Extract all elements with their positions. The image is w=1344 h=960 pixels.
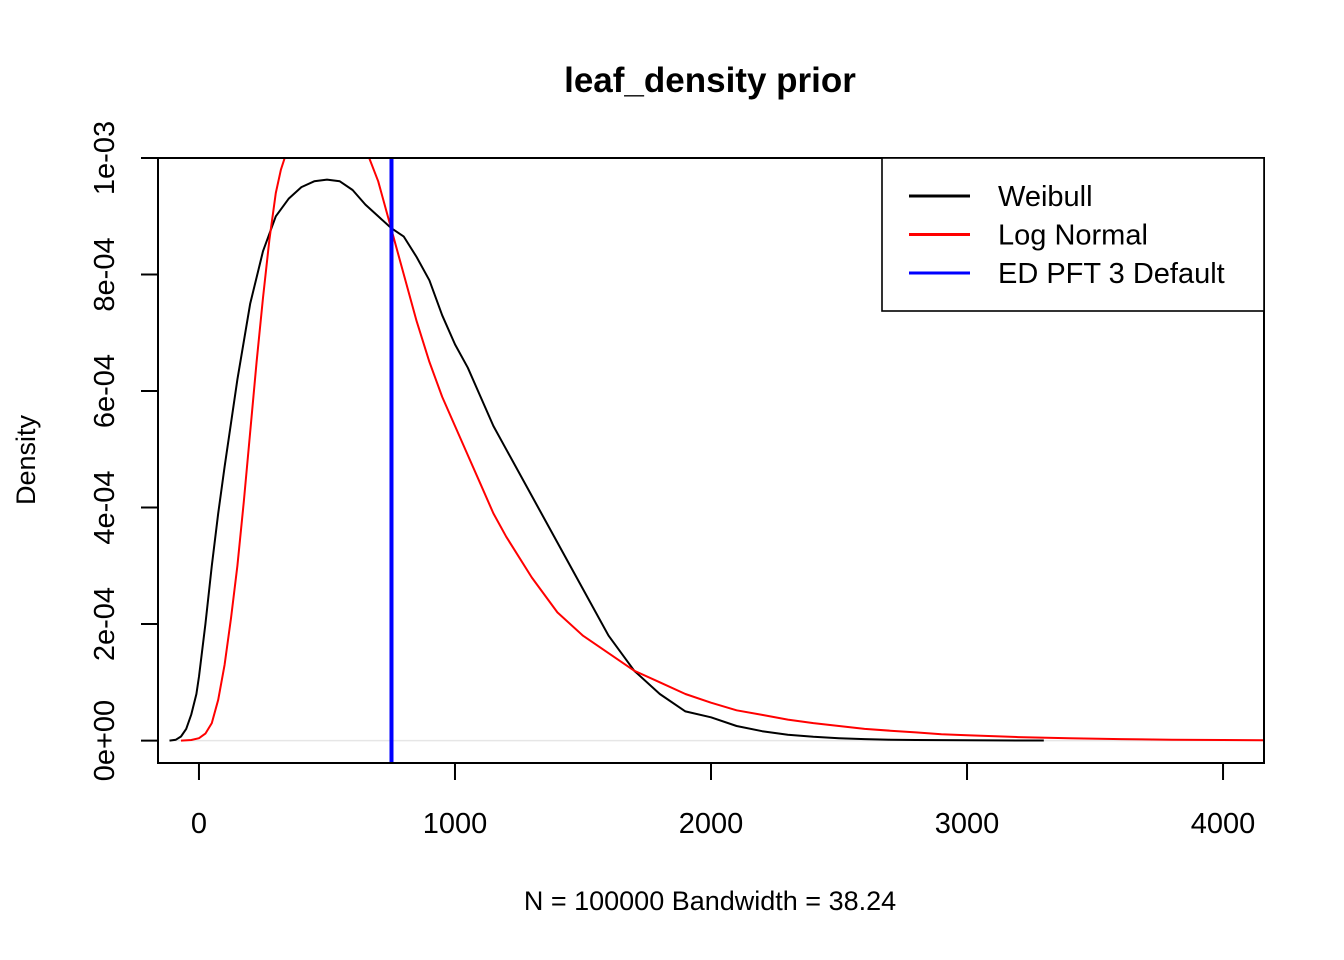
y-tick-label: 1e-03: [89, 121, 121, 195]
legend-label: ED PFT 3 Default: [998, 258, 1225, 290]
x-axis-label: N = 100000 Bandwidth = 38.24: [524, 886, 896, 916]
series-line-weibull: [169, 178, 1044, 742]
y-tick-label: 4e-04: [89, 470, 121, 544]
legend-label: Log Normal: [998, 220, 1148, 252]
legend-label: Weibull: [998, 181, 1093, 213]
chart-title: leaf_density prior: [564, 61, 856, 100]
series-line-log-normal: [180, 158, 1264, 742]
y-tick-label: 0e+00: [89, 700, 121, 781]
y-tick-label: 8e-04: [89, 237, 121, 311]
x-tick-label: 3000: [935, 808, 1000, 840]
y-tick-label: 6e-04: [89, 354, 121, 428]
legend: Weibull Log Normal ED PFT 3 Default: [881, 157, 1265, 312]
x-tick-label: 0: [191, 808, 207, 840]
x-tick-label: 1000: [423, 808, 488, 840]
y-axis-label: Density: [11, 414, 41, 505]
y-tick-label: 2e-04: [89, 587, 121, 661]
x-axis: 0 1000 2000 3000 4000: [191, 762, 1256, 840]
y-axis: 0e+00 2e-04 4e-04 6e-04 8e-04 1e-03: [89, 121, 159, 781]
x-tick-label: 4000: [1191, 808, 1256, 840]
plot-area: [169, 158, 1264, 763]
x-tick-label: 2000: [679, 808, 744, 840]
